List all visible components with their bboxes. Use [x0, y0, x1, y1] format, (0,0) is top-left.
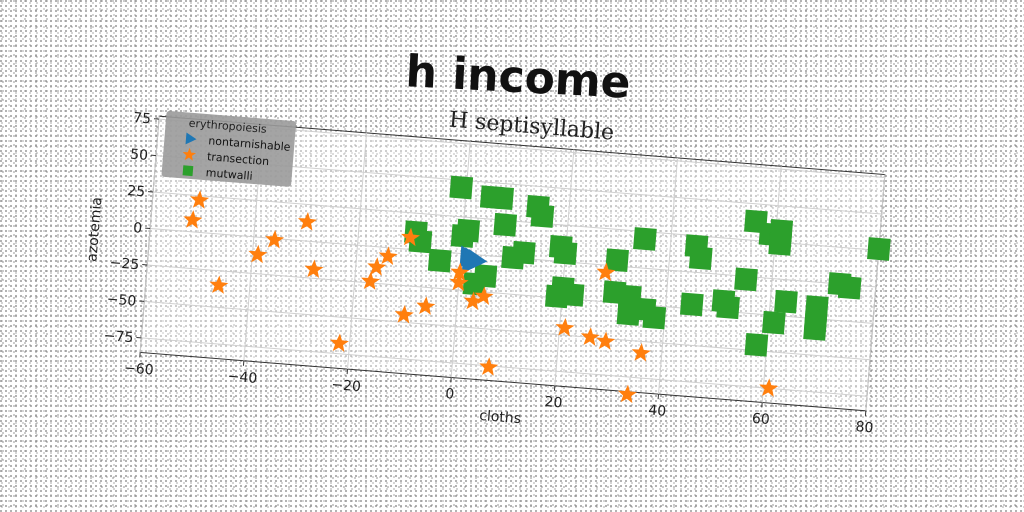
transection-point [580, 327, 600, 346]
legend-marker-nontarnishable [185, 132, 197, 145]
transection-point [209, 275, 229, 294]
mutwalli-point [553, 241, 578, 265]
mutwalli-point [867, 237, 891, 261]
x-tick-label: 20 [544, 394, 563, 411]
mutwalli-point [462, 272, 487, 296]
transection-point [759, 378, 779, 397]
legend-box [161, 111, 297, 187]
transection-point [596, 262, 616, 282]
transection-point [555, 317, 575, 337]
y-tick-label: −50 [106, 291, 137, 309]
mutwalli-point [744, 332, 769, 357]
transection-point [463, 291, 483, 311]
transection-point [183, 210, 203, 229]
mutwalli-point [490, 186, 514, 210]
mutwalli-point [642, 305, 667, 330]
legend-marker-mutwalli [182, 165, 194, 177]
mutwalli-point [716, 295, 740, 320]
transection-point [416, 296, 436, 315]
mutwalli-point [511, 240, 536, 265]
x-tick-label: −60 [123, 360, 154, 378]
transection-point [474, 286, 494, 305]
data-marks [183, 175, 891, 404]
x-tick-label: 0 [445, 386, 455, 403]
mutwalli-point [679, 292, 704, 317]
transection-point [304, 259, 324, 279]
mutwalli-point [449, 175, 474, 200]
mutwalli-point [633, 227, 657, 251]
transection-point [479, 357, 499, 376]
transection-point [248, 244, 268, 264]
transection-point [394, 305, 414, 324]
mutwalli-point [560, 282, 585, 307]
chart-subtitle: H septisyllable [448, 108, 615, 146]
transection-point [361, 271, 380, 290]
transection-point [617, 384, 637, 404]
mutwalli-point [456, 218, 481, 243]
grid-line-y [141, 337, 868, 397]
y-tick-label: 25 [127, 183, 146, 200]
transection-point [631, 343, 651, 362]
transection-point [265, 229, 285, 249]
transection-point [449, 272, 469, 292]
transection-point [190, 190, 210, 209]
legend-label-mutwalli: mutwalli [205, 166, 253, 183]
mutwalli-point [688, 246, 713, 270]
nontarnishable-point [461, 251, 482, 274]
y-axis-label: azotemia [84, 197, 105, 263]
transection-point [297, 212, 317, 231]
y-tick-label: 75 [132, 110, 151, 127]
transection-point [378, 246, 398, 265]
mutwalli-point [774, 289, 798, 314]
mutwalli-point [803, 317, 827, 341]
x-axis: −60 −40 −20 0 20 40 60 80 [123, 352, 874, 436]
mutwalli-point [768, 232, 792, 256]
legend-title: erythropoiesis [188, 117, 267, 136]
x-tick-label: −40 [227, 369, 258, 387]
transection-point [401, 227, 420, 247]
transection-point [329, 333, 349, 353]
legend: erythropoiesis nontarnishabletransection… [161, 111, 297, 187]
mutwalli-point [605, 248, 629, 273]
mutwalli-point [837, 275, 862, 300]
mutwalli-point [493, 212, 518, 237]
x-tick-label: −20 [331, 377, 362, 395]
mutwalli-point [734, 267, 758, 292]
mutwalli-point [761, 310, 786, 335]
plot-area: H septisyllable −60 −40 −20 0 20 40 60 80 −75 −5… [84, 108, 891, 436]
mutwalli-point [427, 248, 452, 273]
y-axis: −75 −50 −25 0 25 50 75 [103, 110, 160, 346]
legend-label-transection: transection [207, 150, 270, 168]
x-tick-label: 40 [648, 402, 667, 419]
legend-marker-transection [182, 147, 197, 161]
y-tick-label: −75 [103, 328, 134, 346]
x-tick-label: 60 [751, 411, 770, 428]
y-tick-label: −25 [109, 255, 140, 273]
mutwalli-point [530, 204, 555, 228]
y-tick-label: 50 [130, 147, 149, 164]
x-axis-label: cloths [479, 408, 522, 427]
x-tick-label: 80 [855, 419, 874, 436]
transection-point [450, 262, 470, 282]
transection-point [596, 331, 616, 350]
chart-title: h income [404, 46, 631, 109]
grid-line-y [147, 264, 873, 324]
transection-point [367, 257, 387, 276]
y-tick-label: 0 [133, 220, 143, 237]
